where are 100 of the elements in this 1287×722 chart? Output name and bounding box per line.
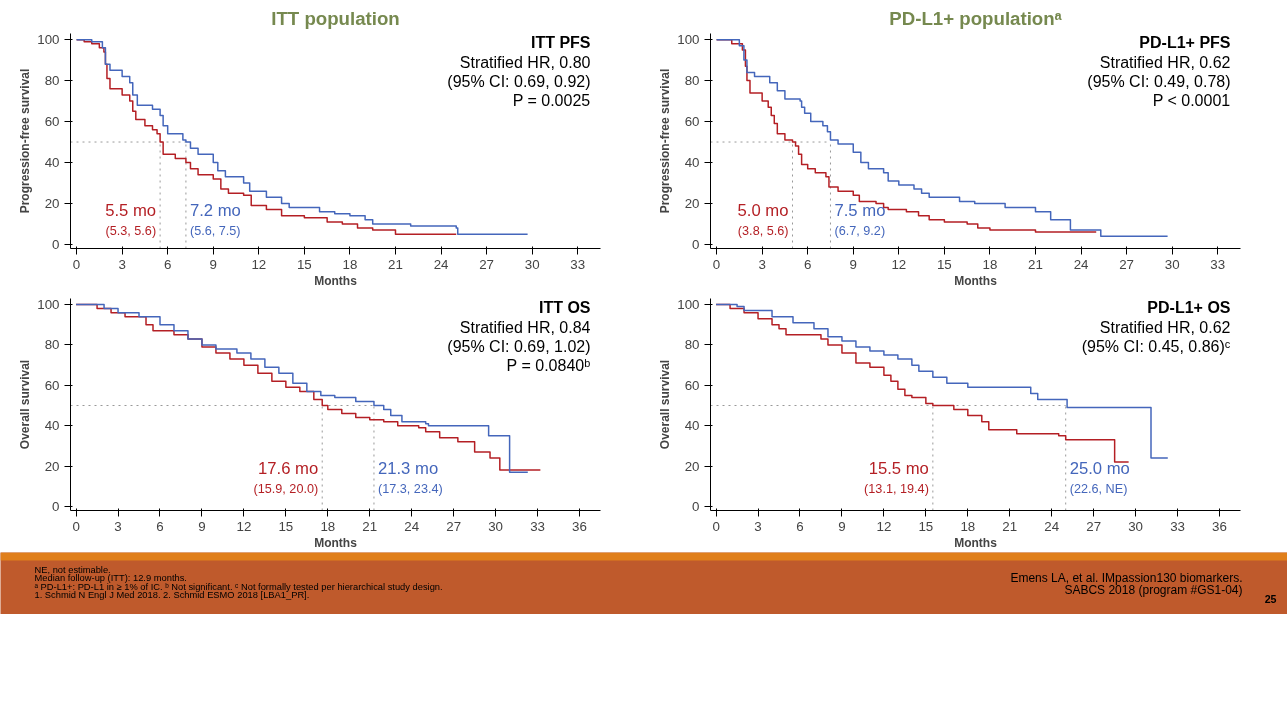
x-tick-label: 6 [796, 518, 804, 534]
annotation: Stratified HR, 0.62 [1099, 318, 1231, 336]
text: 25 [1264, 592, 1277, 605]
annotation: (95% CI: 0.49, 0.78) [1087, 72, 1231, 90]
x-tick-label: 33 [1210, 256, 1226, 272]
y-tick-label: 40 [684, 155, 700, 170]
annotation: Stratified HR, 0.62 [1099, 53, 1231, 71]
y-tick-label: 100 [677, 297, 700, 313]
y-tick-label: 80 [684, 73, 700, 89]
annotation: Stratified HR, 0.80 [459, 53, 591, 71]
y-tick-label: 60 [684, 377, 700, 393]
y-axis-title: Overall survival [658, 359, 673, 450]
x-tick-label: 30 [524, 256, 540, 272]
annotation: (6.7, 9.2) [834, 224, 886, 239]
x-tick-label: 0 [72, 256, 81, 272]
y-axis-title: Progression-free survival [18, 68, 33, 214]
annotation: Stratified HR, 0.84 [459, 318, 591, 336]
y-tick-label: 100 [37, 297, 60, 313]
x-tick-label: 33 [530, 518, 545, 534]
x-tick-label: 6 [156, 518, 164, 534]
y-tick-label: 20 [44, 195, 60, 211]
x-tick-label: 0 [712, 518, 720, 534]
y-tick-label: 60 [44, 114, 60, 130]
x-tick-label: 30 [1164, 256, 1180, 272]
annotation: P = 0.0025 [512, 91, 591, 109]
x-tick-label: 9 [209, 256, 217, 272]
x-tick-label: 6 [163, 256, 172, 272]
y-tick-label: 40 [44, 418, 60, 434]
annotation: 17.6 mo [258, 459, 319, 479]
x-tick-label: 24 [1044, 518, 1060, 534]
annotation: 5.5 mo [105, 200, 157, 220]
y-tick-label: 0 [692, 498, 700, 514]
y-tick-label: 0 [52, 236, 60, 252]
text: SABCS 2018 (program #GS1-04) [1064, 582, 1243, 597]
chart-title: ITT population [271, 7, 400, 29]
x-tick-label: 3 [758, 256, 766, 272]
x-tick-label: 18 [342, 256, 358, 272]
y-tick-label: 0 [52, 498, 60, 514]
annotation: (5.3, 5.6) [105, 224, 157, 239]
x-tick-label: 9 [838, 518, 846, 534]
x-tick-label: 9 [849, 256, 857, 272]
x-tick-label: 27 [446, 518, 462, 534]
annotation: (3.8, 5.6) [737, 224, 789, 239]
x-tick-label: 21 [362, 518, 378, 534]
chart-subtitle: ITT PFS [530, 33, 591, 51]
x-tick-label: 24 [404, 518, 420, 534]
text: 1. Schmid N Engl J Med 2018. 2. Schmid ESMO 2018 [LBA1_PR]. [34, 590, 310, 600]
x-tick-label: 18 [960, 518, 976, 534]
x-axis-title: Months [954, 273, 998, 288]
y-tick-label: 20 [44, 458, 60, 474]
y-tick-label: 40 [684, 418, 700, 434]
x-tick-label: 30 [1128, 518, 1144, 534]
text: NE, not estimable. [34, 564, 111, 575]
y-tick-label: 80 [684, 337, 700, 353]
text: Median follow-up (ITT): 12.9 months. [34, 573, 187, 583]
x-tick-label: 30 [488, 518, 504, 534]
y-tick-label: 20 [684, 458, 700, 474]
y-tick-label: 0 [692, 236, 700, 252]
x-tick-label: 3 [118, 256, 126, 272]
y-tick-label: 100 [677, 32, 700, 48]
x-tick-label: 12 [891, 256, 907, 272]
x-tick-label: 27 [1119, 256, 1135, 272]
x-tick-label: 3 [114, 518, 122, 534]
x-tick-label: 21 [1002, 518, 1018, 534]
annotation: 25.0 mo [1069, 459, 1130, 479]
annotation: 5.0 mo [737, 200, 789, 220]
x-tick-label: 18 [982, 256, 998, 272]
x-tick-label: 24 [433, 256, 450, 272]
x-tick-label: 33 [570, 256, 586, 272]
y-tick-label: 80 [44, 73, 60, 89]
annotation: 7.2 mo [189, 200, 241, 220]
annotation: P < 0.0001 [1152, 91, 1231, 109]
x-tick-label: 3 [754, 518, 762, 534]
annotation: P = 0.0840ᵇ [506, 356, 591, 374]
y-tick-label: 20 [684, 195, 700, 211]
x-tick-label: 0 [712, 256, 721, 272]
annotation: (17.3, 23.4) [377, 482, 443, 497]
chart-subtitle: PD-L1+ OS [1147, 298, 1231, 316]
x-tick-label: 6 [803, 256, 812, 272]
x-tick-label: 18 [320, 518, 336, 534]
x-tick-label: 0 [72, 518, 80, 534]
annotation: (13.1, 19.4) [864, 482, 929, 497]
x-tick-label: 12 [876, 518, 892, 534]
x-axis-title: Months [314, 273, 358, 288]
x-tick-label: 9 [198, 518, 206, 534]
x-tick-label: 33 [1170, 518, 1185, 534]
annotation: (5.6, 7.5) [189, 224, 241, 239]
annotation: (95% CI: 0.69, 1.02) [447, 337, 591, 355]
x-tick-label: 36 [1212, 518, 1227, 534]
x-axis-title: Months [954, 535, 998, 550]
x-tick-label: 27 [479, 256, 495, 272]
y-tick-label: 60 [684, 114, 700, 130]
x-tick-label: 24 [1073, 256, 1090, 272]
x-tick-label: 15 [278, 518, 294, 534]
x-tick-label: 15 [936, 256, 952, 272]
x-tick-label: 15 [918, 518, 934, 534]
chart-subtitle: ITT OS [538, 298, 591, 316]
annotation: (22.6, NE) [1069, 482, 1128, 497]
annotation: 21.3 mo [377, 459, 439, 479]
chart-title: PD-L1+ populationᵃ [889, 7, 1062, 29]
